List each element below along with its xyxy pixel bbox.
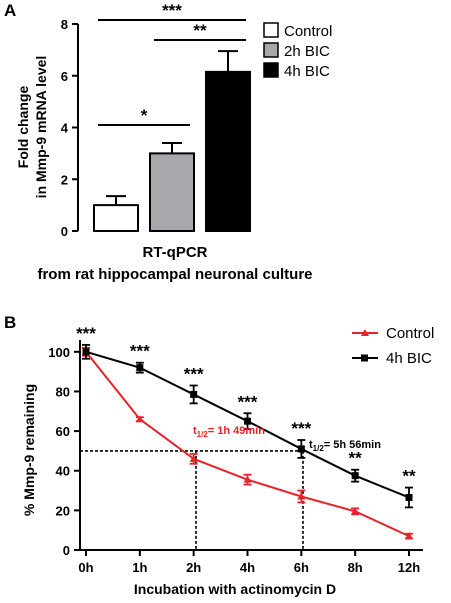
data-point bbox=[136, 364, 144, 372]
panel-b-xtick-label: 8h bbox=[348, 560, 363, 575]
legend-label: 2h BIC bbox=[284, 43, 330, 60]
data-point bbox=[189, 454, 198, 462]
legend-swatch bbox=[263, 42, 279, 58]
panel-a-ytick-label: 0 bbox=[61, 224, 68, 239]
panel-a-ytick-label: 4 bbox=[61, 121, 69, 136]
bar bbox=[93, 204, 139, 232]
panel-a-ytick-label: 2 bbox=[61, 172, 68, 187]
bar bbox=[149, 152, 195, 232]
significance-label: * bbox=[141, 106, 148, 125]
data-point bbox=[243, 475, 252, 483]
significance-label: *** bbox=[238, 392, 258, 411]
half-life-label-bic: t1/2= 5h 56min bbox=[309, 439, 381, 453]
panel-b-ytick-label: 100 bbox=[48, 345, 70, 360]
legend-marker bbox=[361, 354, 368, 362]
data-point bbox=[82, 348, 90, 356]
panel-b-xtick-label: 0h bbox=[78, 560, 93, 575]
legend-label: 4h BIC bbox=[284, 63, 330, 80]
significance-label: ** bbox=[349, 449, 363, 468]
panel-a-caption-line2: from rat hippocampal neuronal culture bbox=[37, 266, 312, 283]
panel-b-xlabel: Incubation with actinomycin D bbox=[134, 581, 336, 597]
panel-b-letter: B bbox=[4, 313, 16, 332]
panel-b-xtick-label: 4h bbox=[240, 560, 255, 575]
panel-b-ytick-label: 80 bbox=[56, 384, 70, 399]
panel-a-letter: A bbox=[4, 1, 16, 20]
panel-a-ytick-label: 8 bbox=[61, 17, 68, 32]
data-point bbox=[351, 507, 360, 515]
panel-b-ytick-label: 0 bbox=[63, 543, 70, 558]
panel-b-ylabel: % Mmp-9 remaining bbox=[21, 384, 37, 516]
data-point bbox=[297, 445, 305, 453]
data-point bbox=[405, 493, 413, 501]
panel-b-ytick-label: 20 bbox=[56, 503, 70, 518]
panel-b-ytick-label: 40 bbox=[56, 464, 70, 479]
panel-a-ytick-label: 6 bbox=[61, 69, 68, 84]
data-point bbox=[297, 492, 306, 500]
panel-a-ylabel-line1: Fold change bbox=[15, 86, 31, 169]
panel-b-xtick-label: 2h bbox=[186, 560, 201, 575]
panel-b-xtick-label: 6h bbox=[294, 560, 309, 575]
panel-a-caption-line1: RT-qPCR bbox=[143, 244, 208, 261]
panel-a-ylabel-line2: in Mmp-9 mRNA level bbox=[33, 56, 49, 199]
panel-b-ytick-label: 60 bbox=[56, 424, 70, 439]
legend-label: 4h BIC bbox=[386, 350, 432, 367]
significance-label: ** bbox=[193, 21, 207, 40]
data-point bbox=[351, 472, 359, 480]
panel-b-xtick-label: 12h bbox=[398, 560, 420, 575]
bar bbox=[205, 70, 251, 233]
half-life-label-control: t1/2= 1h 49min bbox=[193, 425, 265, 439]
data-point bbox=[405, 532, 413, 540]
significance-label: *** bbox=[162, 1, 182, 20]
panel-b-xtick-label: 1h bbox=[132, 560, 147, 575]
significance-label: ** bbox=[402, 467, 416, 486]
legend-swatch bbox=[263, 22, 279, 38]
data-point bbox=[244, 417, 251, 425]
significance-label: *** bbox=[76, 324, 96, 343]
legend-swatch bbox=[263, 62, 279, 78]
legend-label: Control bbox=[386, 325, 434, 342]
data-point bbox=[135, 415, 144, 423]
significance-label: *** bbox=[130, 342, 150, 361]
legend-label: Control bbox=[284, 23, 332, 40]
legend-marker bbox=[361, 329, 369, 336]
significance-label: *** bbox=[184, 365, 204, 384]
significance-label: *** bbox=[291, 419, 311, 438]
data-point bbox=[190, 390, 198, 398]
